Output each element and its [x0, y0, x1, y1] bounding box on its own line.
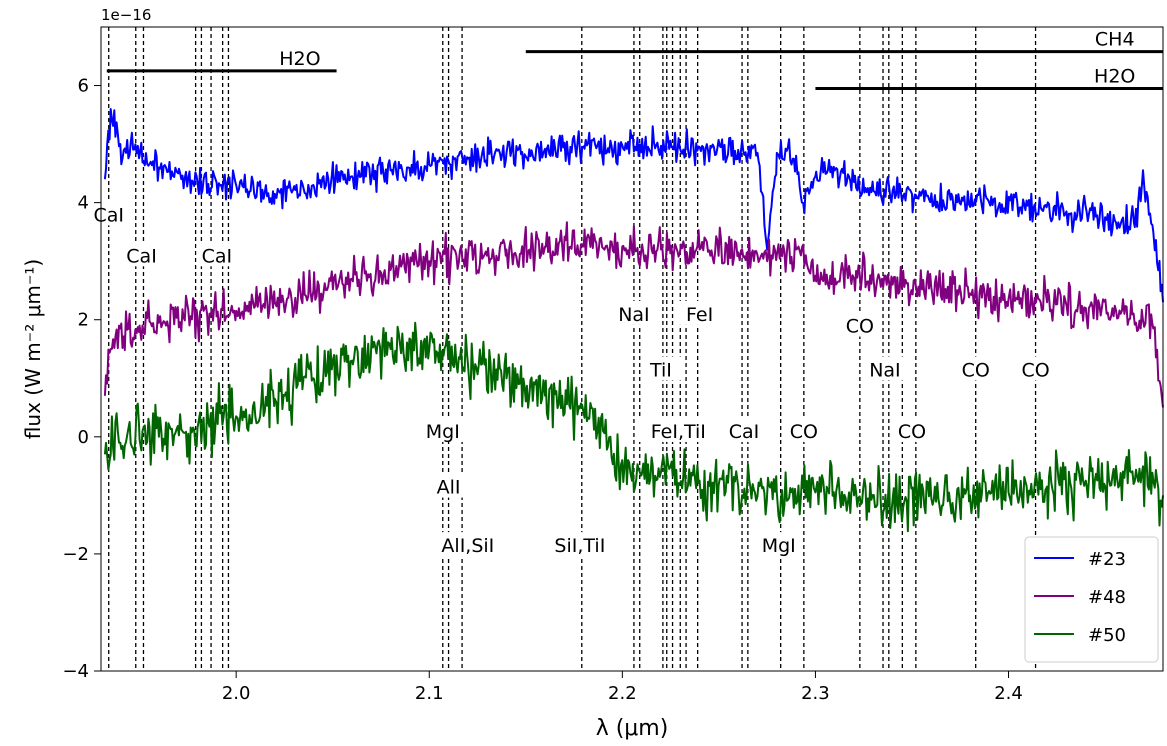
line-label-box [844, 312, 875, 337]
line-label-box [679, 300, 721, 325]
line-label: CO [1021, 359, 1049, 381]
series-line [103, 221, 1164, 408]
line-label-box [635, 417, 721, 442]
line-label-box [88, 201, 130, 226]
line-label-box [1020, 356, 1051, 381]
y-tick-label: 6 [78, 76, 89, 97]
legend: #23 #48 #50 [1024, 536, 1159, 663]
line-label: CaI [202, 245, 233, 267]
band-label: H2O [1094, 65, 1135, 87]
line-label-box [640, 356, 682, 381]
line-label: MgI [426, 421, 460, 443]
line-label-box [121, 242, 163, 267]
line-label-box [960, 356, 991, 381]
line-label: AlI,SiI [441, 535, 494, 557]
line-label: NaI [618, 304, 649, 326]
legend-box [1024, 536, 1159, 663]
series-line [103, 321, 1164, 533]
x-axis: 2.0 2.1 2.2 2.3 2.4 [222, 671, 1023, 704]
line-label: AlI [437, 477, 461, 499]
line-label: CaI [93, 204, 124, 226]
band-label-box [274, 48, 325, 69]
line-label-box [896, 417, 927, 442]
y-axis-label: flux (W m⁻² μm⁻¹) [21, 259, 45, 439]
y-tick-label: −4 [62, 661, 89, 682]
y-tick-label: 2 [78, 310, 89, 331]
line-label-box [196, 242, 238, 267]
line-label-box [864, 356, 906, 381]
series-lines [103, 108, 1164, 533]
line-label: CO [962, 359, 990, 381]
line-label-box [428, 473, 470, 498]
series-line [103, 108, 1164, 303]
band-label: H2O [279, 48, 320, 70]
line-label: CO [846, 316, 874, 338]
x-tick-label: 2.0 [222, 683, 251, 704]
line-label: MgI [762, 535, 796, 557]
legend-label: #50 [1088, 625, 1126, 646]
line-label-box [422, 417, 464, 442]
x-tick-label: 2.4 [994, 683, 1023, 704]
line-label-box [425, 532, 511, 557]
line-label-box [537, 532, 623, 557]
line-label: FeI,TiI [651, 421, 706, 443]
y-tick-label: −2 [62, 544, 89, 565]
line-label: CO [790, 421, 818, 443]
legend-label: #48 [1088, 587, 1126, 608]
y-offset-text: 1e−16 [101, 6, 151, 24]
x-axis-label: λ (μm) [596, 716, 669, 741]
plot-frame [100, 26, 1164, 672]
x-tick-label: 2.3 [801, 683, 830, 704]
absorption-bands: H2O CH4 H2O [106, 29, 1163, 90]
line-label: CaI [729, 421, 760, 443]
band-label-box [1089, 29, 1140, 50]
line-label: CO [898, 421, 926, 443]
band-label: CH4 [1095, 29, 1135, 51]
line-label: FeI [686, 304, 713, 326]
y-axis: −4 −2 0 2 4 6 [62, 76, 101, 682]
line-label-box [758, 532, 800, 557]
spectral-line-markers [108, 27, 1037, 671]
band-label-box [1089, 66, 1140, 87]
line-label: TiI [649, 359, 672, 381]
y-tick-label: 4 [78, 193, 89, 214]
line-label-box [788, 417, 819, 442]
x-tick-label: 2.2 [608, 683, 637, 704]
line-label: CaI [126, 245, 157, 267]
legend-label: #23 [1088, 549, 1126, 570]
line-label: SiI,TiI [554, 535, 605, 557]
x-tick-label: 2.1 [415, 683, 444, 704]
line-label-box [723, 417, 765, 442]
line-label-box [613, 300, 655, 325]
y-tick-label: 0 [78, 427, 89, 448]
line-label: NaI [869, 359, 900, 381]
